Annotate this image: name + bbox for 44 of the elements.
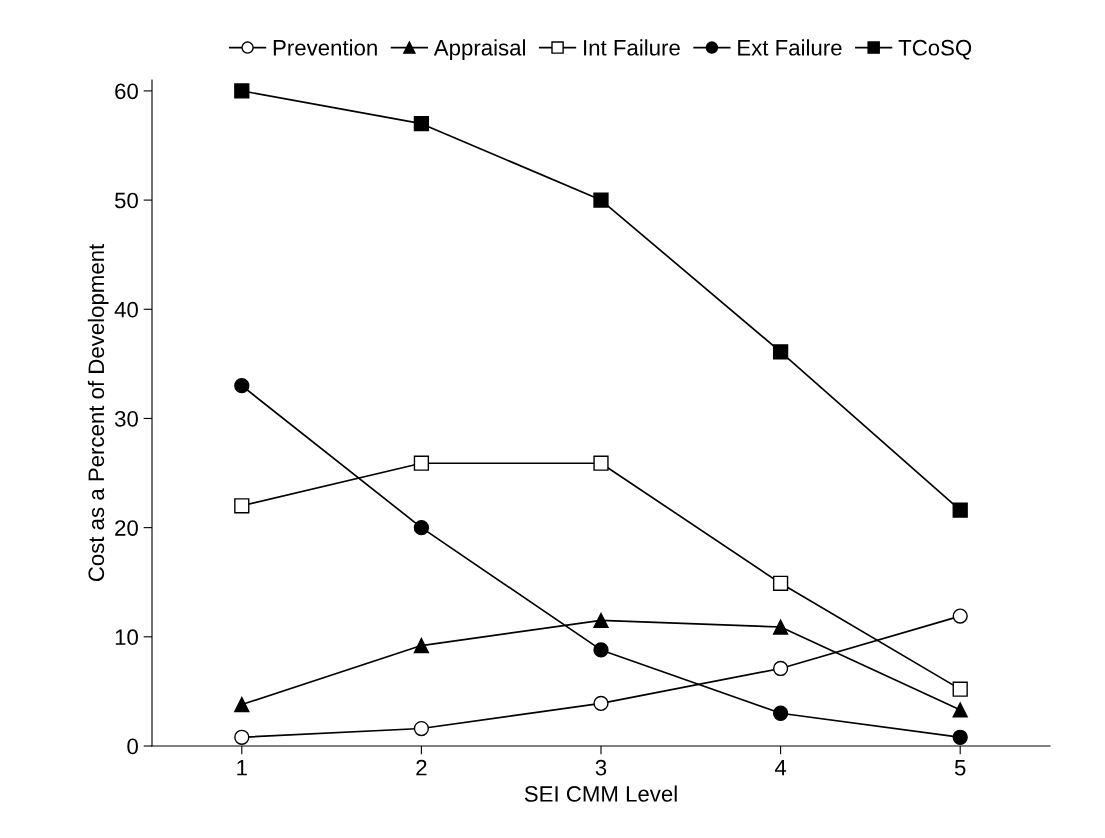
point: [234, 83, 250, 99]
point: [952, 729, 968, 745]
x-tick-label: 3: [595, 759, 607, 776]
point: [952, 681, 968, 697]
point: [772, 619, 789, 635]
x-tick-label: 2: [416, 759, 427, 776]
point: [413, 519, 430, 536]
y-tick-label: 40: [114, 301, 138, 318]
legend-label: TCoSQ: [898, 39, 972, 60]
point: [952, 502, 968, 518]
legend-label: Int Failure: [584, 39, 680, 56]
point: [772, 344, 789, 360]
legend-label: Ext Failure: [738, 39, 842, 56]
point: [952, 702, 968, 718]
point: [234, 498, 250, 514]
point: [234, 729, 250, 745]
y-tick-label: 0: [127, 738, 138, 755]
y-tick-label: 20: [115, 520, 138, 536]
point: [772, 660, 789, 677]
point: [593, 192, 609, 208]
y-tick-label: 60: [115, 83, 138, 100]
point: [593, 455, 609, 471]
point: [413, 455, 430, 471]
x-tick-label: 5: [954, 760, 966, 776]
point: [413, 637, 430, 654]
y-tick-label: 50: [114, 192, 138, 209]
point: [772, 705, 789, 721]
point: [593, 642, 609, 658]
y-tick-label: 30: [114, 410, 138, 427]
point: [593, 695, 609, 712]
legend-label: Appraisal: [433, 39, 525, 60]
point: [772, 575, 789, 591]
y-tick-label: 10: [115, 629, 138, 646]
point: [234, 378, 250, 394]
point: [952, 608, 968, 624]
point: [234, 696, 250, 713]
point: [413, 116, 430, 132]
x-axis-title: SEI CMM Level: [524, 785, 677, 802]
x-tick-label: 4: [774, 760, 787, 776]
legend-label: Prevention: [273, 39, 377, 56]
point: [593, 612, 609, 629]
x-tick-label: 1: [237, 760, 247, 776]
point: [413, 720, 430, 737]
y-axis-title: Cost as a Percent of Development: [87, 243, 109, 582]
